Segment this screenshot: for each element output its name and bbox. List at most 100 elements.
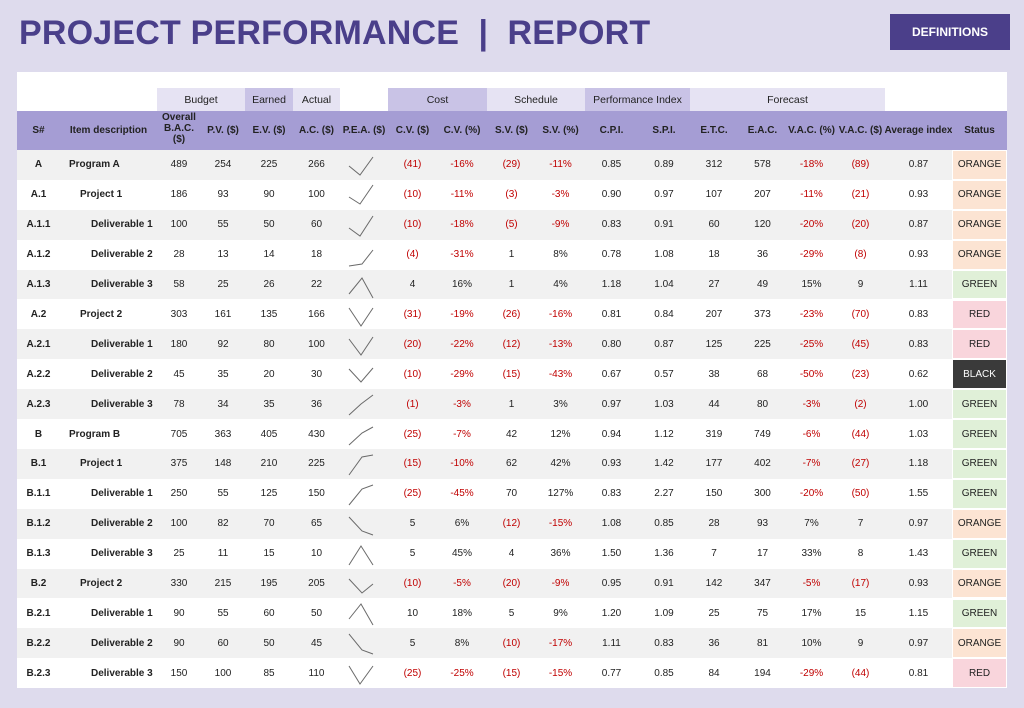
sparkline — [348, 516, 374, 536]
status: ORANGE — [953, 240, 1006, 269]
value-cell: 30 — [310, 368, 323, 380]
value-cell: -3% — [802, 398, 821, 410]
value-cell: 7% — [804, 518, 819, 530]
value-cell: 50 — [263, 637, 275, 649]
column-header: Average index — [885, 125, 952, 136]
value-cell: 489 — [170, 159, 188, 171]
row-id: A.2 — [30, 308, 47, 320]
value-cell: 5 — [409, 518, 416, 530]
item-description: Deliverable 2 — [91, 249, 153, 261]
table-row — [17, 419, 952, 449]
value-cell: -50% — [799, 368, 824, 380]
value-cell: -5% — [802, 578, 821, 590]
value-cell: 207 — [705, 308, 723, 320]
value-cell: 35 — [217, 368, 229, 380]
value-cell: (29) — [502, 159, 521, 171]
value-cell: 25 — [173, 548, 185, 560]
value-cell: (20) — [851, 219, 870, 231]
value-cell: (44) — [851, 667, 870, 679]
value-cell: 10 — [310, 548, 323, 560]
item-description: Program B — [69, 428, 121, 440]
sparkline — [348, 156, 374, 176]
value-cell: 1.11 — [602, 637, 621, 649]
value-cell: 0.93 — [908, 578, 929, 590]
item-description: Project 1 — [80, 458, 123, 470]
status: GREEN — [953, 270, 1006, 299]
value-cell: -19% — [450, 308, 474, 320]
value-cell: 49 — [756, 279, 769, 291]
value-cell: 55 — [217, 219, 229, 231]
value-cell: -7% — [802, 458, 821, 470]
row-id: B.2 — [30, 578, 47, 590]
value-cell: 0.83 — [908, 308, 929, 320]
value-cell: 0.83 — [601, 488, 622, 500]
value-cell: 402 — [754, 458, 771, 470]
value-cell: 8% — [454, 637, 470, 649]
value-cell: 28 — [708, 518, 720, 530]
item-description: Deliverable 3 — [91, 398, 153, 410]
sparkline — [348, 484, 374, 506]
value-cell: (41) — [403, 159, 422, 171]
table-row — [17, 179, 952, 210]
value-cell: 0.85 — [601, 159, 622, 171]
status: ORANGE — [953, 629, 1006, 658]
value-cell: 10% — [801, 637, 822, 649]
value-cell: 0.87 — [908, 159, 929, 171]
column-header: E.A.C. — [747, 125, 778, 136]
value-cell: 18 — [708, 249, 720, 261]
group-header: Budget — [157, 88, 245, 111]
value-cell: 90 — [173, 607, 185, 619]
column-header: V.A.C. ($) — [838, 125, 883, 136]
row-id: A.2.3 — [26, 398, 51, 410]
row-id: A.1.1 — [26, 219, 51, 231]
row-id: B.1.2 — [26, 518, 51, 530]
value-cell: 1.20 — [601, 607, 622, 619]
sparkline — [348, 454, 374, 476]
performance-table: Budget Earned Actual Cost Schedule Performanc… — [17, 72, 1007, 689]
value-cell: 5 — [409, 548, 416, 560]
table-row — [17, 478, 952, 509]
value-cell: -10% — [450, 458, 474, 470]
value-cell: 0.67 — [601, 368, 622, 380]
value-cell: (1) — [406, 398, 419, 410]
value-cell: -9% — [551, 219, 570, 231]
value-cell: 0.62 — [908, 368, 929, 380]
value-cell: 85 — [263, 667, 275, 679]
value-cell: 1.09 — [654, 607, 674, 619]
value-cell: 125 — [260, 488, 278, 500]
group-header: Forecast — [690, 88, 885, 111]
value-cell: 1.08 — [601, 518, 622, 530]
value-cell: -9% — [551, 578, 570, 590]
value-cell: (3) — [505, 189, 518, 201]
sparkline-path — [348, 578, 374, 594]
value-cell: 82 — [217, 518, 229, 530]
value-cell: 4% — [553, 279, 568, 291]
value-cell: 0.93 — [601, 458, 622, 470]
value-cell: 1.50 — [601, 548, 622, 560]
value-cell: (10) — [403, 219, 422, 231]
sparkline-path — [348, 516, 374, 536]
sparkline — [348, 578, 374, 594]
value-cell: (5) — [505, 219, 518, 231]
sparkline — [348, 394, 374, 416]
definitions-button[interactable]: DEFINITIONS — [890, 14, 1010, 50]
value-cell: -20% — [799, 219, 824, 231]
sparkline — [348, 249, 374, 267]
row-id: A.1 — [30, 189, 47, 201]
value-cell: 0.84 — [654, 308, 674, 320]
value-cell: 55 — [217, 607, 229, 619]
sparkline — [348, 215, 374, 237]
column-header: C.P.I. — [599, 125, 624, 136]
sparkline-path — [348, 544, 374, 565]
value-cell: 319 — [705, 428, 723, 440]
value-cell: -25% — [799, 338, 824, 350]
item-description: Project 2 — [80, 308, 123, 320]
row-id: A.1.2 — [26, 249, 51, 261]
sparkline — [348, 544, 374, 565]
row-id: B — [34, 428, 43, 440]
value-cell: -17% — [548, 637, 573, 649]
value-cell: 5 — [508, 607, 515, 619]
column-header: V.A.C. (%) — [788, 125, 835, 136]
value-cell: 1.18 — [601, 279, 622, 291]
value-cell: (20) — [502, 578, 521, 590]
